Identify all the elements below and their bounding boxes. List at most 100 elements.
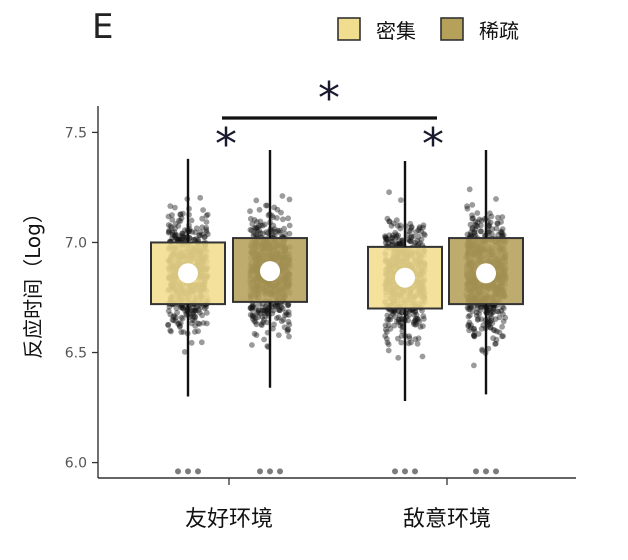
data-point <box>394 234 400 240</box>
data-point <box>471 325 477 332</box>
data-point <box>466 312 473 319</box>
data-point <box>276 229 283 236</box>
data-point <box>264 302 270 308</box>
data-point <box>473 309 480 316</box>
data-point <box>406 237 413 244</box>
data-point <box>260 319 267 326</box>
jitter-points <box>165 186 509 475</box>
data-point <box>166 303 173 310</box>
data-point <box>256 206 263 213</box>
data-point <box>196 309 203 316</box>
data-point <box>264 319 270 326</box>
data-point <box>261 307 268 314</box>
data-point <box>386 218 393 225</box>
data-point <box>488 213 495 220</box>
data-point <box>270 307 277 314</box>
data-point <box>500 333 506 339</box>
data-point <box>397 241 404 248</box>
data-point <box>249 313 256 319</box>
data-point <box>278 318 285 325</box>
data-point <box>487 319 493 325</box>
data-point <box>187 306 194 313</box>
data-point <box>396 237 403 244</box>
data-point <box>263 307 270 314</box>
data-point <box>185 468 191 475</box>
data-point <box>255 314 261 320</box>
data-point <box>470 215 476 222</box>
data-point <box>471 229 478 236</box>
data-point <box>396 240 403 247</box>
data-point <box>384 312 391 319</box>
y-tick-label: 6.5 <box>65 346 87 362</box>
data-point <box>408 238 415 245</box>
data-point <box>251 318 258 325</box>
data-point <box>493 196 499 202</box>
data-point <box>173 305 180 311</box>
data-point <box>383 335 390 342</box>
data-point <box>405 312 412 319</box>
data-point <box>386 218 393 225</box>
data-point <box>489 231 495 238</box>
data-point <box>172 232 179 238</box>
data-point <box>486 306 493 313</box>
data-point <box>177 323 183 329</box>
data-point <box>414 340 421 347</box>
data-point <box>478 316 485 322</box>
data-point <box>415 227 422 234</box>
data-point <box>175 468 181 475</box>
data-point <box>382 326 389 333</box>
y-tick-label: 6.0 <box>65 456 87 472</box>
data-point <box>174 236 181 243</box>
data-point <box>277 227 283 234</box>
data-point <box>416 224 423 231</box>
data-point <box>499 323 505 330</box>
data-point <box>286 196 293 203</box>
data-point <box>391 308 398 314</box>
data-point <box>253 224 260 231</box>
data-point <box>464 231 471 238</box>
data-point <box>169 317 176 323</box>
data-point <box>499 333 505 340</box>
data-point <box>165 322 171 328</box>
data-point <box>478 228 484 235</box>
data-point <box>477 307 484 313</box>
data-point <box>486 305 493 311</box>
data-point <box>467 324 474 331</box>
data-point <box>169 234 176 241</box>
data-point <box>406 333 412 339</box>
data-point <box>194 304 200 311</box>
data-point <box>172 204 178 211</box>
data-point <box>476 311 482 317</box>
data-point <box>252 304 258 311</box>
data-point <box>165 213 172 220</box>
data-point <box>478 217 485 224</box>
data-point <box>253 321 260 328</box>
data-point <box>195 307 202 314</box>
data-point <box>180 210 186 217</box>
data-point <box>169 232 176 238</box>
data-point <box>180 232 186 239</box>
data-point <box>495 308 502 315</box>
boxes <box>150 150 524 401</box>
data-point <box>420 323 426 329</box>
data-point <box>500 305 507 312</box>
data-point <box>413 315 420 322</box>
data-point <box>195 320 202 327</box>
data-point <box>195 328 202 335</box>
data-point <box>479 346 485 353</box>
data-point <box>387 325 394 332</box>
data-point <box>466 306 473 313</box>
data-point <box>270 325 276 332</box>
data-point <box>469 212 475 219</box>
data-point <box>467 221 474 228</box>
data-point <box>261 307 267 314</box>
data-point <box>199 224 206 231</box>
data-point <box>421 316 427 322</box>
x-tick-label: 敌意环境 <box>403 507 491 532</box>
data-point <box>396 312 403 319</box>
data-point <box>393 232 400 238</box>
data-point <box>282 230 288 237</box>
data-point <box>474 316 481 323</box>
y-axis-label: 反应时间（Log） <box>21 203 45 359</box>
